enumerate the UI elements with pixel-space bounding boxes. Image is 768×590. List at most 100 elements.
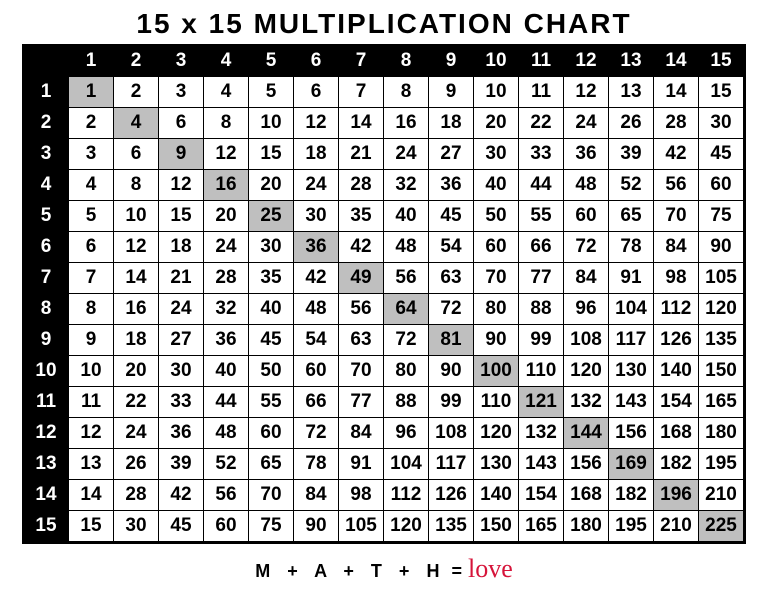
table-cell: 12 [159,170,204,201]
table-cell: 100 [474,356,519,387]
table-cell: 20 [474,108,519,139]
table-cell: 112 [384,480,429,511]
table-cell: 15 [159,201,204,232]
table-cell: 14 [69,480,114,511]
table-cell: 8 [384,77,429,108]
table-cell: 28 [204,263,249,294]
table-cell: 64 [384,294,429,325]
table-cell: 91 [339,449,384,480]
table-cell: 108 [429,418,474,449]
table-cell: 4 [204,77,249,108]
row-header: 13 [24,449,69,480]
table-cell: 39 [609,139,654,170]
table-cell: 28 [654,108,699,139]
table-cell: 11 [69,387,114,418]
table-cell: 165 [699,387,744,418]
col-header: 15 [699,46,744,77]
table-cell: 50 [249,356,294,387]
table-cell: 104 [609,294,654,325]
table-cell: 195 [699,449,744,480]
row-header: 1 [24,77,69,108]
table-cell: 13 [609,77,654,108]
table-cell: 140 [654,356,699,387]
table-cell: 48 [384,232,429,263]
table-cell: 112 [654,294,699,325]
table-cell: 36 [204,325,249,356]
table-cell: 36 [429,170,474,201]
table-cell: 10 [474,77,519,108]
table-cell: 110 [519,356,564,387]
col-header: 4 [204,46,249,77]
table-cell: 108 [564,325,609,356]
table-cell: 10 [249,108,294,139]
table-cell: 180 [564,511,609,542]
table-cell: 18 [114,325,159,356]
table-cell: 6 [294,77,339,108]
table-cell: 8 [69,294,114,325]
table-cell: 24 [114,418,159,449]
table-cell: 6 [69,232,114,263]
chart-title: 15 x 15 MULTIPLICATION CHART [136,8,631,40]
table-cell: 77 [519,263,564,294]
table-cell: 98 [339,480,384,511]
table-cell: 84 [564,263,609,294]
table-cell: 56 [204,480,249,511]
table-cell: 144 [564,418,609,449]
table-cell: 45 [159,511,204,542]
table-cell: 96 [384,418,429,449]
table-cell: 36 [564,139,609,170]
table-cell: 36 [294,232,339,263]
table-cell: 126 [429,480,474,511]
multiplication-table: 1234567891011121314151123456789101112131… [22,44,746,544]
col-header: 14 [654,46,699,77]
table-cell: 16 [204,170,249,201]
table-cell: 60 [699,170,744,201]
table-cell: 135 [699,325,744,356]
table-cell: 36 [159,418,204,449]
table-cell: 56 [384,263,429,294]
table-cell: 3 [159,77,204,108]
table-cell: 15 [249,139,294,170]
table-cell: 9 [429,77,474,108]
table-cell: 80 [384,356,429,387]
table-cell: 84 [339,418,384,449]
table-cell: 99 [519,325,564,356]
table-cell: 40 [249,294,294,325]
table-cell: 27 [159,325,204,356]
table-cell: 140 [474,480,519,511]
col-header: 7 [339,46,384,77]
table-cell: 65 [249,449,294,480]
table-cell: 24 [159,294,204,325]
table-cell: 143 [609,387,654,418]
col-header: 8 [384,46,429,77]
table-cell: 30 [114,511,159,542]
table-cell: 2 [114,77,159,108]
table-cell: 196 [654,480,699,511]
table-cell: 14 [654,77,699,108]
table-cell: 60 [474,232,519,263]
table-cell: 7 [69,263,114,294]
col-header: 5 [249,46,294,77]
table-cell: 18 [294,139,339,170]
table-cell: 90 [699,232,744,263]
table-cell: 10 [114,201,159,232]
table-cell: 8 [204,108,249,139]
table-cell: 25 [249,201,294,232]
table-cell: 90 [294,511,339,542]
col-header: 10 [474,46,519,77]
table-cell: 105 [339,511,384,542]
table-cell: 21 [339,139,384,170]
table-cell: 104 [384,449,429,480]
table-cell: 12 [294,108,339,139]
table-cell: 55 [249,387,294,418]
table-cell: 39 [159,449,204,480]
table-cell: 72 [294,418,339,449]
table-cell: 90 [429,356,474,387]
table-cell: 110 [474,387,519,418]
table-cell: 132 [564,387,609,418]
table-cell: 42 [654,139,699,170]
row-header: 2 [24,108,69,139]
table-cell: 48 [564,170,609,201]
table-cell: 30 [699,108,744,139]
row-header: 12 [24,418,69,449]
